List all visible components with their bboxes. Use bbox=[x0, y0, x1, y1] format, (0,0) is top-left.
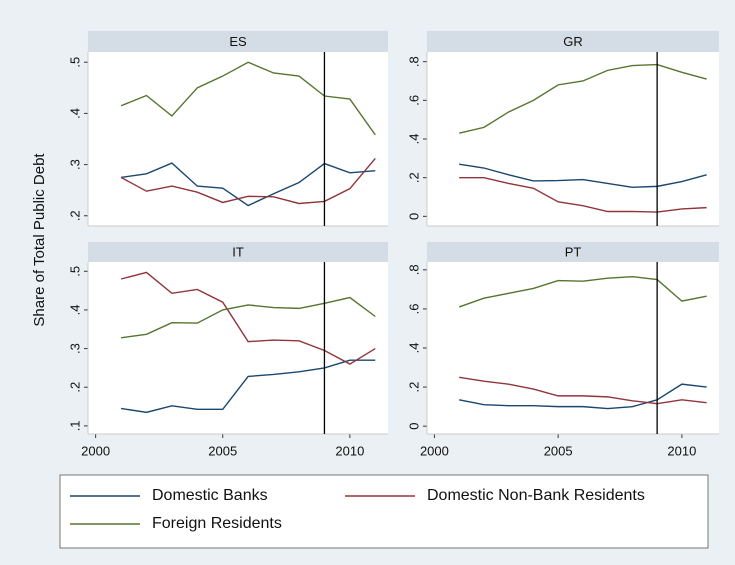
series-line bbox=[459, 176, 707, 213]
x-tick-label: 2005 bbox=[544, 443, 573, 458]
y-tick-label: .2 bbox=[67, 382, 82, 393]
series-line bbox=[120, 359, 376, 414]
legend-label: Domestic Banks bbox=[152, 487, 268, 504]
series-line bbox=[459, 376, 707, 405]
panel-title: ES bbox=[229, 34, 247, 49]
series-line bbox=[120, 162, 376, 207]
y-tick-label: 0 bbox=[406, 423, 421, 430]
panel-title: IT bbox=[232, 244, 244, 259]
legend bbox=[59, 474, 709, 549]
legend-label: Domestic Non-Bank Residents bbox=[427, 487, 645, 504]
y-tick-label: .4 bbox=[406, 134, 421, 145]
y-tick-label: .3 bbox=[67, 343, 82, 354]
y-tick-label: .4 bbox=[67, 108, 82, 119]
series-line bbox=[458, 275, 707, 308]
y-tick-label: .6 bbox=[406, 303, 421, 314]
panel-header bbox=[88, 31, 388, 52]
series-line bbox=[120, 296, 376, 339]
y-axis-label: Share of Total Public Debt bbox=[31, 153, 48, 327]
series-line bbox=[459, 163, 707, 189]
x-tick-label: 2010 bbox=[335, 443, 364, 458]
y-tick-label: .3 bbox=[67, 159, 82, 170]
y-tick-label: .2 bbox=[406, 172, 421, 183]
panel-header bbox=[427, 242, 719, 262]
panel-header bbox=[427, 31, 719, 52]
y-tick-label: .2 bbox=[67, 210, 82, 221]
x-tick-label: 2000 bbox=[81, 443, 110, 458]
x-tick-label: 2010 bbox=[667, 443, 696, 458]
plot-area bbox=[427, 52, 719, 226]
panel-title: PT bbox=[565, 244, 582, 259]
y-tick-label: .8 bbox=[406, 264, 421, 275]
series-line bbox=[120, 271, 376, 365]
y-tick-label: .8 bbox=[406, 56, 421, 67]
legend-label: Foreign Residents bbox=[152, 515, 282, 532]
y-tick-label: 0 bbox=[406, 213, 421, 220]
y-tick-label: .5 bbox=[67, 266, 82, 277]
series-line bbox=[459, 383, 707, 410]
panel-title: GR bbox=[563, 34, 583, 49]
panel-header bbox=[88, 242, 388, 262]
series-line bbox=[120, 157, 376, 205]
x-tick-label: 2005 bbox=[208, 443, 237, 458]
series-line bbox=[459, 63, 707, 134]
y-tick-label: .2 bbox=[406, 382, 421, 393]
plot-area bbox=[427, 262, 719, 434]
x-tick-label: 2000 bbox=[420, 443, 449, 458]
y-tick-label: .4 bbox=[406, 343, 421, 354]
plot-area bbox=[88, 262, 388, 434]
y-tick-label: .5 bbox=[67, 57, 82, 68]
y-tick-label: .4 bbox=[67, 305, 82, 316]
y-tick-label: .6 bbox=[406, 95, 421, 106]
series-line bbox=[120, 61, 376, 136]
plot-area bbox=[88, 52, 388, 226]
y-tick-label: .1 bbox=[67, 420, 82, 431]
